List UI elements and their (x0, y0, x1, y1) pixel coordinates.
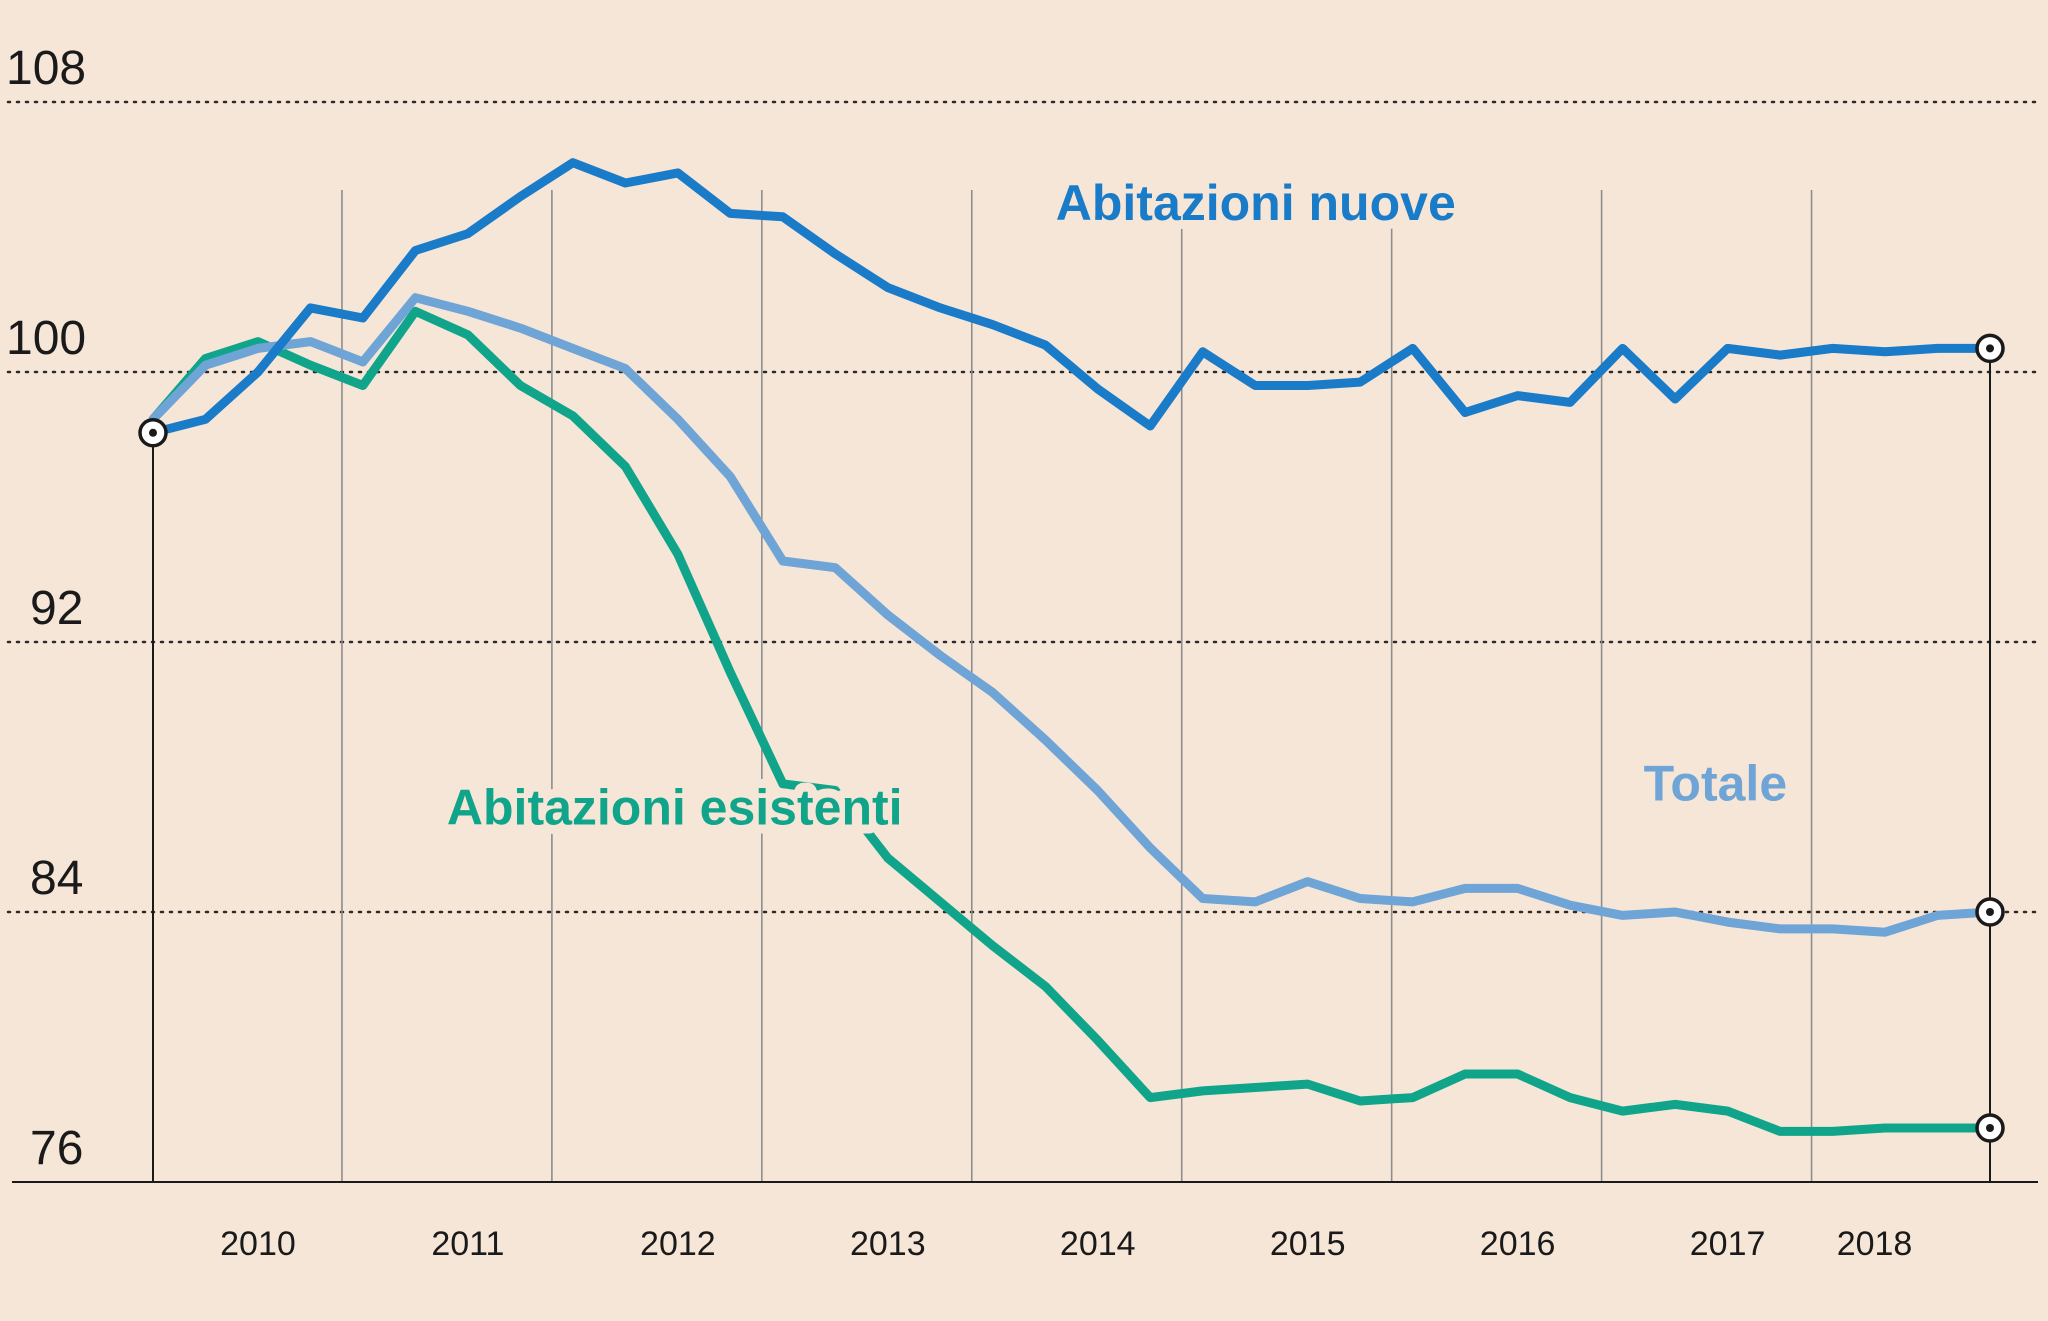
y-tick-label-84: 84 (30, 852, 83, 905)
y-tick-label-92: 92 (30, 582, 83, 635)
end-point-marker-totale-dot (1986, 908, 1994, 916)
x-tick-label-2012: 2012 (640, 1225, 716, 1263)
axes (12, 348, 2038, 1183)
year-separators (341, 190, 1813, 1182)
x-tick-label-2016: 2016 (1480, 1225, 1556, 1263)
series-label-totale-halo: Totale (1644, 756, 1788, 812)
series-line-abitazioni-nuove (148, 158, 1995, 438)
end-point-marker-abitazioni-nuove-dot (1986, 344, 1994, 353)
x-tick-labels: 2010 2011 2012 2013 2014 2015 2016 2017 2018 (220, 1225, 1912, 1263)
end-point-marker-abitazioni-esistenti-dot (1986, 1124, 1994, 1132)
y-tick-label-100: 100 (6, 312, 86, 365)
x-tick-label-2013: 2013 (850, 1225, 926, 1263)
x-tick-label-2011: 2011 (431, 1225, 504, 1263)
series-label-abitazioni-nuove: Abitazioni nuove (1056, 175, 1456, 231)
series-label-abitazioni-nuove-halo: Abitazioni nuove (1056, 175, 1456, 231)
x-tick-label-2010: 2010 (220, 1225, 296, 1263)
y-tick-label-108: 108 (6, 42, 86, 95)
series-line-abitazioni-esistenti (148, 306, 1995, 1136)
series-label-abitazioni-esistenti: Abitazioni esistenti (447, 779, 903, 835)
x-tick-label-2015: 2015 (1270, 1225, 1346, 1263)
series-label-totale: Totale (1644, 756, 1788, 812)
series-label-abitazioni-esistenti-halo: Abitazioni esistenti (447, 779, 903, 835)
start-point-marker-dot (149, 428, 157, 437)
x-tick-label-2018: 2018 (1837, 1225, 1913, 1263)
y-tick-label-76: 76 (30, 1122, 83, 1175)
series-lines (148, 158, 1995, 1136)
x-tick-label-2014: 2014 (1060, 1225, 1136, 1263)
end-markers (138, 333, 2005, 1143)
y-tick-labels: 76 84 92 100 108 (6, 42, 86, 1175)
x-tick-label-2017: 2017 (1690, 1225, 1766, 1263)
series-line-totale (148, 293, 1995, 937)
